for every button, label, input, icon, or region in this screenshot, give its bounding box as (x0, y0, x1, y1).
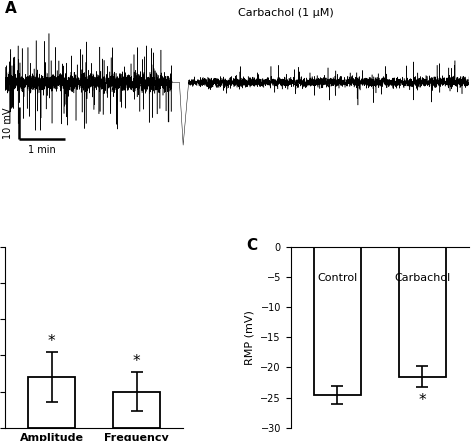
Text: Control: Control (317, 273, 357, 283)
Bar (113, 392, 160, 428)
Text: *: * (419, 393, 426, 408)
Text: *: * (48, 334, 55, 349)
Text: 1 min: 1 min (28, 145, 56, 155)
Text: C: C (246, 238, 257, 253)
Bar (314, 247, 361, 395)
Bar (28, 377, 75, 428)
Text: A: A (5, 1, 17, 16)
Y-axis label: RMP (mV): RMP (mV) (245, 310, 255, 365)
Text: Carbachol (1 μM): Carbachol (1 μM) (238, 8, 334, 18)
Text: Carbachol: Carbachol (394, 273, 451, 283)
Text: *: * (133, 354, 140, 369)
Bar (399, 247, 446, 377)
Text: 10 mV: 10 mV (3, 108, 13, 139)
